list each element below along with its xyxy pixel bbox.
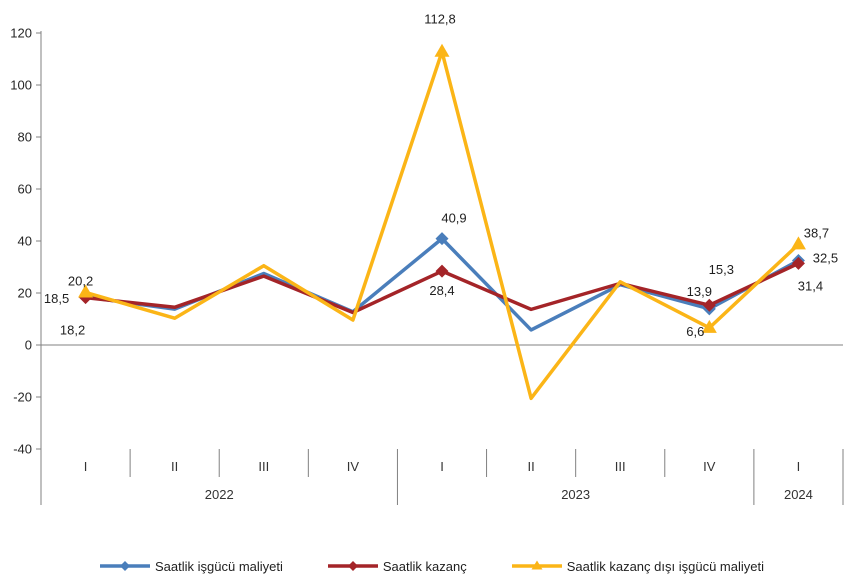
legend-item-saatlik-kazanc: Saatlik kazanç [327,558,467,574]
data-label: 40,9 [441,211,466,226]
legend-triangle-marker [531,560,543,570]
y-axis-tick-label: 80 [18,130,32,145]
x-axis-quarter-label: II [527,459,534,474]
series-0-diamond-marker [435,232,449,246]
legend: Saatlik işgücü maliyeti Saatlik kazanç S… [0,558,863,574]
y-axis-tick-label: -20 [13,390,32,405]
data-label: 112,8 [424,12,456,27]
y-axis-tick-label: -40 [13,442,32,457]
legend-label: Saatlik işgücü maliyeti [155,558,283,574]
x-axis-quarter-label: I [84,459,88,474]
x-axis-quarter-label: II [171,459,178,474]
legend-swatch-blue-diamond-icon [100,561,150,571]
data-label: 18,2 [60,323,85,338]
x-axis-quarter-label: III [258,459,269,474]
data-label: 20,2 [68,273,93,288]
series-2-triangle-marker [78,284,94,298]
legend-item-saatlik-isgucu-maliyeti: Saatlik işgücü maliyeti [99,558,283,574]
x-axis-quarter-label: I [797,459,801,474]
legend-swatch-red-diamond-icon [327,561,378,571]
y-axis-tick-label: 120 [10,26,32,41]
x-axis-year-label: 2022 [205,487,234,502]
data-label: 32,5 [813,251,838,266]
series-1-diamond-marker [435,264,449,278]
x-axis-quarter-label: III [615,459,626,474]
y-axis-tick-label: 0 [25,338,32,353]
data-label: 18,5 [44,291,69,306]
data-label: 6,6 [686,324,704,339]
legend-label: Saatlik kazanç [382,558,467,574]
legend-diamond-marker [347,561,358,571]
x-axis-year-label: 2024 [784,487,813,502]
data-label: 28,4 [429,283,454,298]
data-label: 13,9 [687,284,712,299]
series-2-triangle-marker [434,43,450,57]
legend-item-saatlik-kazanc-disi-isgucu-maliyeti: Saatlik kazanç dışı işgücü maliyeti [511,558,764,574]
legend-swatch-yellow-triangle-icon [511,560,562,570]
legend-label: Saatlik kazanç dışı işgücü maliyeti [566,558,764,574]
y-axis-tick-label: 40 [18,234,32,249]
x-axis-quarter-label: IV [347,459,360,474]
series-1-diamond-marker [702,298,716,312]
series-1-diamond-marker [791,256,805,270]
y-axis-tick-label: 60 [18,182,32,197]
y-axis-tick-label: 100 [10,78,32,93]
x-axis-quarter-label: IV [703,459,716,474]
data-label: 15,3 [709,262,734,277]
x-axis-quarter-label: I [440,459,444,474]
series-2-triangle-marker [701,319,717,333]
x-axis-year-label: 2023 [561,487,590,502]
legend-diamond-marker [120,561,130,571]
data-label: 31,4 [798,278,823,293]
y-axis-tick-label: 20 [18,286,32,301]
data-label: 38,7 [804,225,829,240]
series-2-triangle-marker [790,236,806,250]
